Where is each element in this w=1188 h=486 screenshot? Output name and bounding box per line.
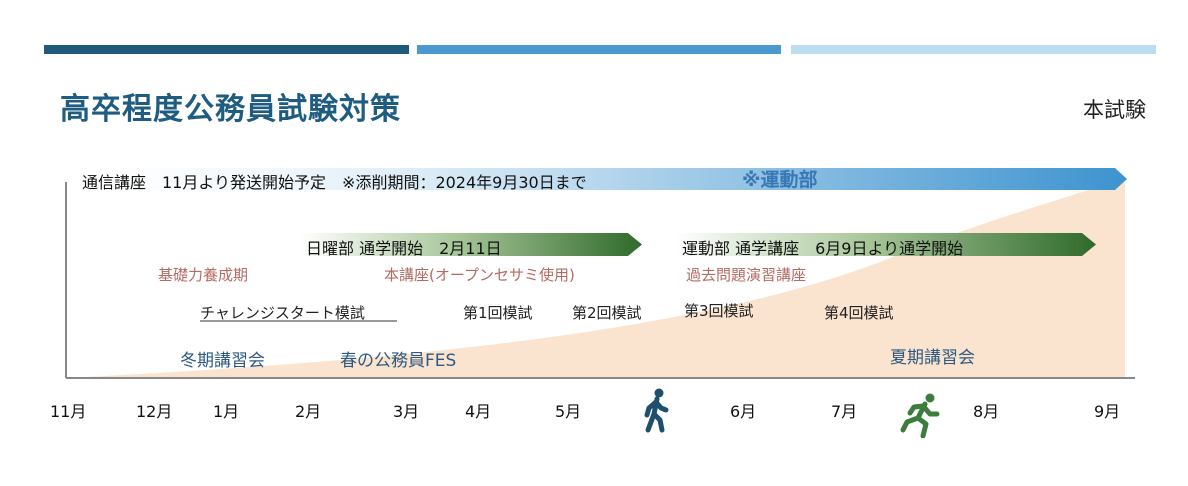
- mock-4: 第4回模試: [824, 304, 894, 322]
- month-label: 1月: [213, 402, 240, 421]
- page-title: 高卒程度公務員試験対策: [60, 92, 401, 127]
- phase-foundation: 基礎力養成期: [158, 266, 249, 284]
- sunday-banner-label: 日曜部 通学開始 2月11日: [306, 239, 502, 258]
- walking-person-icon: [644, 388, 669, 433]
- month-label: 9月: [1094, 402, 1121, 421]
- phase-main-course: 本講座(オープンセサミ使用): [384, 266, 575, 284]
- running-person-icon: [900, 393, 940, 438]
- exam-label: 本試験: [1083, 98, 1146, 122]
- sports-note: ※運動部: [742, 169, 818, 191]
- header-stripe-light: [791, 45, 1156, 54]
- month-label: 5月: [555, 402, 582, 421]
- month-label: 8月: [973, 402, 1000, 421]
- month-label: 11月: [50, 402, 87, 421]
- month-label: 4月: [465, 402, 492, 421]
- month-label: 2月: [295, 402, 322, 421]
- correspondence-banner: [72, 168, 1127, 190]
- mock-challenge: チャレンジスタート模試: [200, 304, 365, 322]
- sports-banner-label: 運動部 通学講座 6月9日より通学開始: [682, 239, 964, 258]
- event-winter: 冬期講習会: [180, 351, 265, 371]
- mock-3: 第3回模試: [684, 302, 754, 320]
- event-summer: 夏期講習会: [890, 348, 975, 368]
- sports-banner: [676, 233, 1096, 256]
- phase-past-exams: 過去問題演習講座: [686, 266, 807, 284]
- month-label: 12月: [136, 402, 173, 421]
- mock-2: 第2回模試: [572, 304, 642, 322]
- header-stripe-dark: [44, 45, 409, 54]
- header-stripe-mid: [417, 45, 781, 54]
- growth-area: [66, 178, 1125, 378]
- month-label: 6月: [730, 402, 757, 421]
- correspondence-banner-label: 通信講座 11月より発送開始予定 ※添削期間：2024年9月30日まで: [82, 173, 587, 192]
- mock-1: 第1回模試: [463, 304, 533, 322]
- month-label: 7月: [831, 402, 858, 421]
- event-spring: 春の公務員FES: [340, 351, 457, 371]
- month-label: 3月: [393, 402, 420, 421]
- sunday-banner: [300, 233, 642, 256]
